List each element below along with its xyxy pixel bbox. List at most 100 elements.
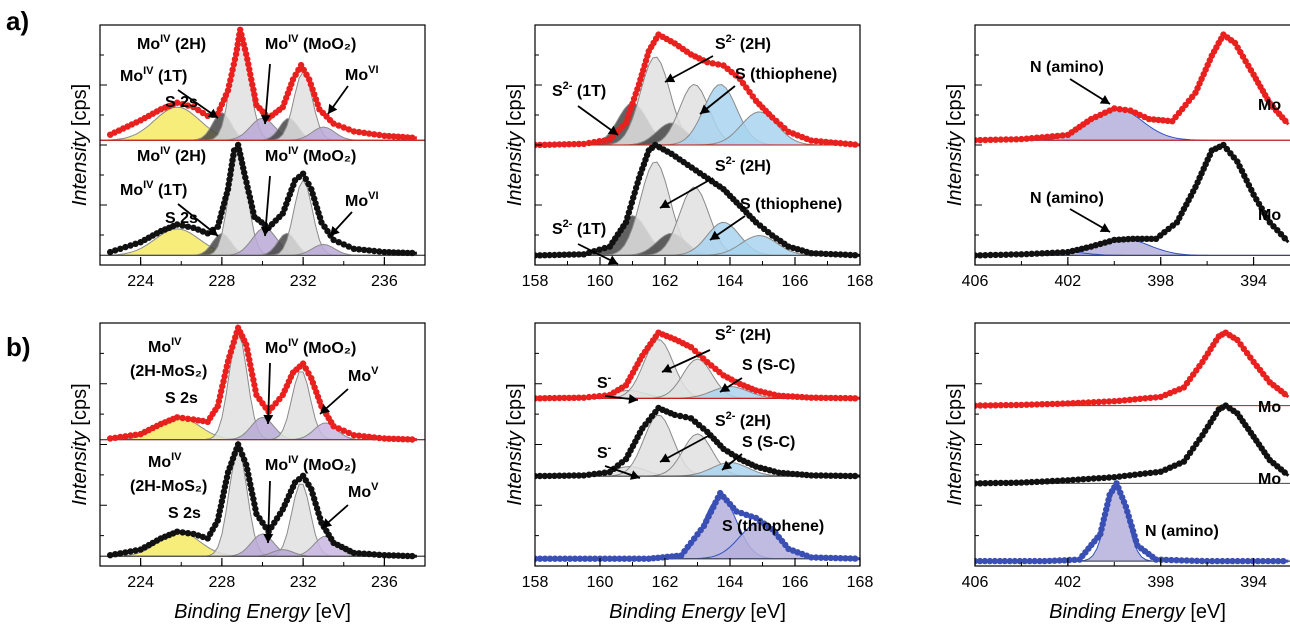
arrow-head [607, 255, 618, 265]
data-point [982, 402, 989, 409]
data-point [991, 557, 999, 565]
data-point [409, 249, 416, 257]
data-point [237, 446, 244, 453]
data-point [1033, 401, 1041, 408]
x-tick-label: 160 [587, 574, 614, 591]
data-point [226, 176, 233, 183]
data-point [376, 248, 383, 255]
data-point [591, 470, 598, 478]
data-point [626, 110, 633, 117]
data-point [409, 436, 416, 443]
data-point [107, 435, 114, 442]
data-point [700, 355, 707, 362]
data-point [596, 138, 603, 145]
peak-label: MoIV (MoO₂) [265, 145, 356, 165]
peak-label: Mo [1258, 207, 1281, 224]
data-point [1209, 557, 1216, 565]
data-point [611, 555, 618, 562]
data-point [1090, 475, 1097, 482]
x-tick-label: 160 [587, 273, 614, 290]
data-point [112, 247, 119, 254]
data-point [184, 530, 192, 537]
data-point [822, 554, 830, 561]
peak-label: MoIV (1T) [120, 179, 187, 199]
data-point [243, 341, 250, 348]
data-point [832, 472, 839, 479]
x-tick-label: 402 [1055, 273, 1082, 290]
data-point [247, 481, 254, 488]
data-point [252, 505, 259, 513]
data-point [1239, 557, 1246, 565]
data-point [251, 381, 258, 389]
data-point [827, 394, 834, 402]
data-point [634, 179, 641, 187]
data-point [232, 50, 240, 58]
data-point [1059, 132, 1066, 139]
data-point [303, 71, 310, 78]
data-point [847, 140, 854, 148]
data-point [312, 500, 319, 507]
data-point [244, 346, 251, 353]
data-point [561, 472, 568, 479]
data-point [272, 400, 279, 407]
data-point [1049, 249, 1056, 256]
data-point [245, 471, 252, 478]
data-point [1229, 557, 1236, 565]
data-point [307, 81, 315, 88]
data-point [242, 174, 249, 181]
data-point [355, 432, 363, 439]
data-point [601, 555, 609, 562]
data-point [132, 431, 139, 438]
data-point [1244, 557, 1252, 565]
x-axis-label: Binding Energy [eV] [1049, 601, 1226, 623]
x-tick-label: 168 [847, 574, 874, 591]
data-point [1282, 117, 1289, 125]
data-point [551, 555, 559, 562]
x-tick-label: 394 [1240, 574, 1267, 591]
data-point [262, 524, 269, 531]
data-point [355, 246, 363, 253]
data-point [1028, 135, 1035, 142]
data-point [1038, 134, 1046, 141]
data-point [842, 472, 849, 480]
data-point [117, 433, 124, 441]
data-point [1018, 479, 1025, 486]
data-point [992, 251, 999, 259]
data-point [1028, 401, 1035, 408]
data-point [794, 471, 801, 478]
data-point [365, 550, 373, 558]
y-axis-label: Intensity [cps] [944, 84, 966, 206]
data-point [747, 513, 755, 520]
data-point [250, 208, 257, 216]
data-point [556, 394, 563, 402]
arrow-head [322, 518, 333, 528]
data-point [314, 101, 321, 108]
data-point [1264, 557, 1272, 565]
data-point [677, 412, 684, 420]
data-point [808, 394, 815, 401]
data-point [174, 414, 181, 421]
annotation-arrow [659, 177, 714, 209]
arrow-head [263, 414, 274, 424]
data-point [199, 417, 207, 425]
data-point [295, 66, 302, 74]
data-point [1046, 557, 1053, 565]
data-point [250, 86, 257, 93]
arrow-head [660, 199, 671, 208]
data-point [976, 557, 984, 565]
data-point [789, 393, 796, 400]
data-point [982, 252, 989, 259]
data-point [237, 26, 244, 33]
peak-label: MoIV (MoO₂) [265, 33, 356, 53]
data-point [241, 46, 249, 53]
data-point [217, 502, 225, 510]
data-point [987, 251, 994, 259]
data-point [225, 181, 232, 188]
data-point [244, 184, 251, 191]
data-point [832, 251, 839, 258]
peak-label: N (amino) [1030, 190, 1104, 207]
data-point [385, 435, 393, 442]
data-point [575, 394, 583, 401]
data-point [246, 66, 253, 73]
data-point [390, 249, 397, 256]
